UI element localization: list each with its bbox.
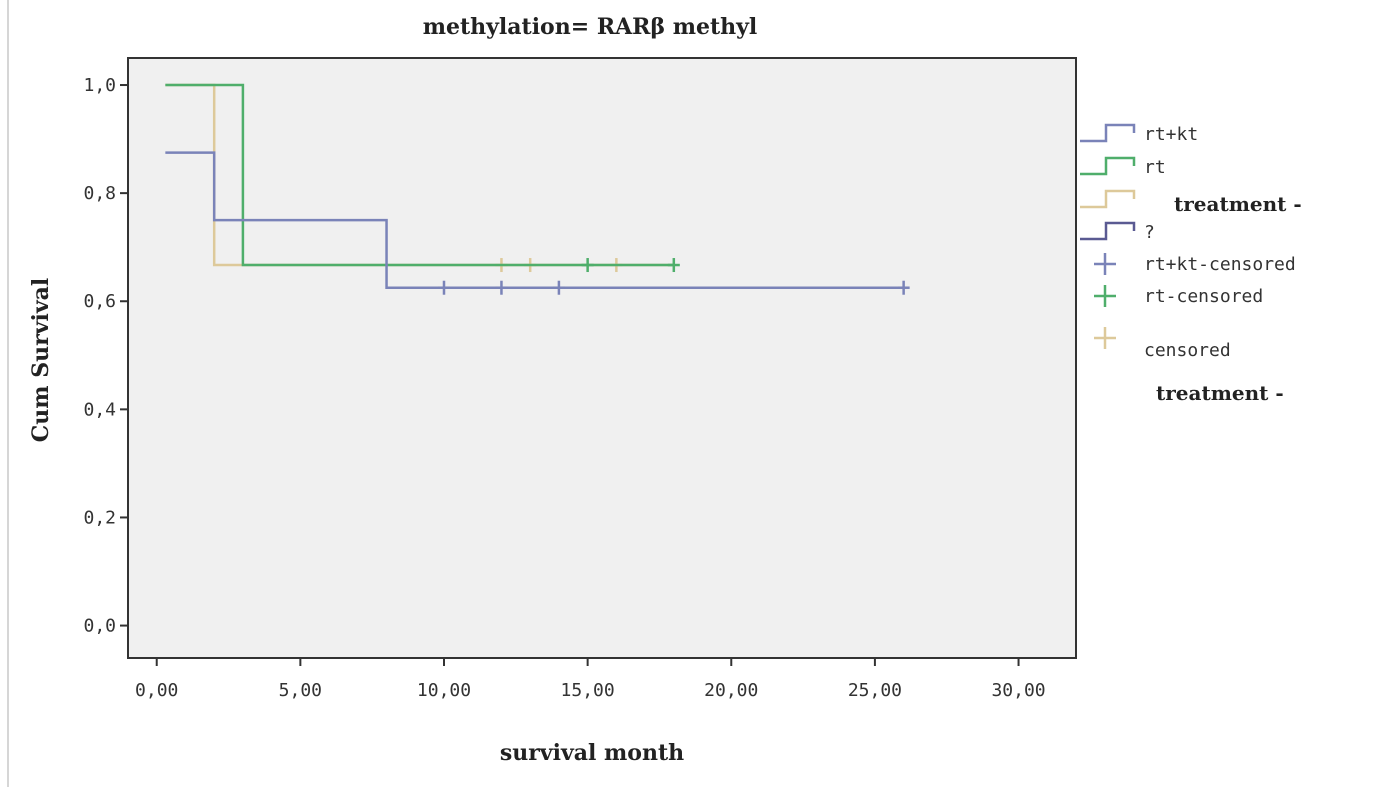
legend-title: treatment - — [1156, 381, 1284, 405]
legend-item: rt+kt — [1080, 123, 1198, 145]
legend-label: censored — [1144, 340, 1231, 361]
legend-item: ? — [1080, 221, 1155, 243]
censored-mark — [667, 258, 680, 273]
x-axis-label: survival month — [500, 740, 684, 766]
censored-mark — [552, 280, 565, 295]
legend-label: rt — [1144, 157, 1166, 178]
series-line-rt+kt — [165, 151, 904, 289]
y-tick-label: 0,8 — [83, 183, 116, 204]
legend-label: rt+kt — [1144, 124, 1198, 145]
x-tick-label: 5,00 — [279, 680, 322, 701]
y-axis: 0,0 0,2 0,4 0,6 0,8 1,0 — [83, 75, 128, 637]
censored-mark — [897, 280, 910, 295]
chart-title: methylation= RARβ methyl — [423, 14, 758, 40]
legend: rt+kt rt? rt+kt-censored rt-censored censore… — [1080, 123, 1302, 405]
y-tick-label: 0,0 — [83, 616, 116, 637]
legend-label: ? — [1144, 222, 1155, 243]
legend-item: rt-censored — [1094, 285, 1263, 307]
legend-step-swatch — [1080, 123, 1136, 143]
legend-title: treatment - — [1174, 192, 1302, 216]
legend-step-swatch — [1080, 156, 1136, 176]
y-tick-label: 1,0 — [83, 75, 116, 96]
x-tick-label: 25,00 — [848, 680, 902, 701]
y-tick-label: 0,2 — [83, 507, 116, 528]
x-tick-label: 10,00 — [417, 680, 471, 701]
legend-item: rt — [1080, 156, 1166, 178]
x-tick-label: 0,00 — [135, 680, 178, 701]
series-layer — [165, 83, 910, 295]
legend-item: censored — [1094, 327, 1231, 361]
censored-mark — [438, 280, 450, 295]
censored-mark — [495, 280, 508, 295]
x-tick-label: 20,00 — [704, 680, 758, 701]
series-line-rt — [165, 83, 674, 267]
censored-mark — [581, 258, 594, 273]
y-tick-label: 0,4 — [83, 399, 116, 420]
x-tick-label: 30,00 — [991, 680, 1045, 701]
y-axis-label: Cum Survival — [28, 278, 54, 442]
plot-area — [127, 57, 1077, 659]
legend-step-swatch — [1080, 189, 1136, 209]
y-tick-label: 0,6 — [83, 291, 116, 312]
legend-item — [1080, 189, 1136, 209]
legend-step-swatch — [1080, 221, 1136, 241]
legend-item: rt+kt-censored — [1094, 253, 1296, 275]
legend-label: rt-censored — [1144, 286, 1263, 307]
legend-label: rt+kt-censored — [1144, 254, 1296, 275]
x-axis: 0,00 5,00 10,00 15,00 20,00 25,00 30,00 — [135, 658, 1046, 701]
x-tick-label: 15,00 — [561, 680, 615, 701]
